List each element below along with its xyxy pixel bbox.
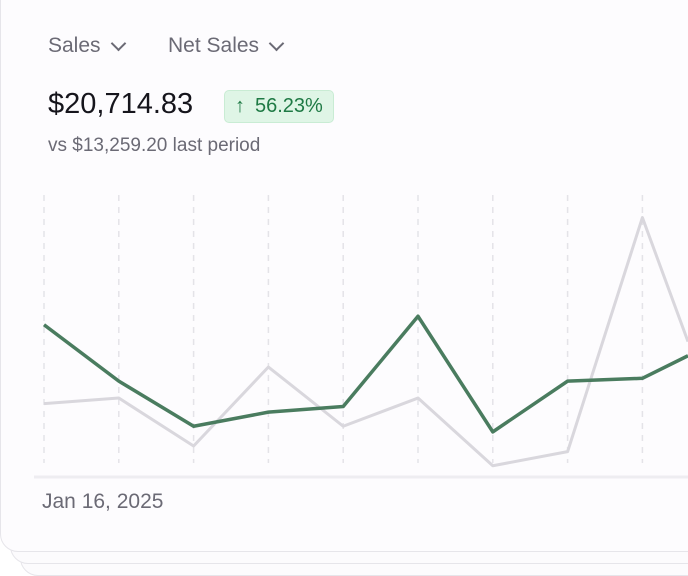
sales-card bbox=[0, 0, 688, 552]
comparison-text: vs $13,259.20 last period bbox=[48, 135, 261, 156]
submetric-dropdown[interactable]: Net Sales bbox=[168, 34, 285, 58]
series-line-previous bbox=[43, 216, 688, 468]
metric-dropdown[interactable]: Sales bbox=[48, 34, 126, 58]
series-line-current bbox=[42, 314, 688, 434]
x-axis-start-label: Jan 16, 2025 bbox=[42, 490, 164, 513]
change-percent: 56.23% bbox=[255, 95, 323, 117]
change-badge: ↑ 56.23% bbox=[224, 90, 334, 123]
metric-dropdown-label: Sales bbox=[48, 34, 101, 57]
total-value: $20,714.83 bbox=[48, 88, 194, 120]
arrow-up-icon: ↑ bbox=[235, 95, 245, 117]
submetric-dropdown-label: Net Sales bbox=[168, 34, 260, 57]
